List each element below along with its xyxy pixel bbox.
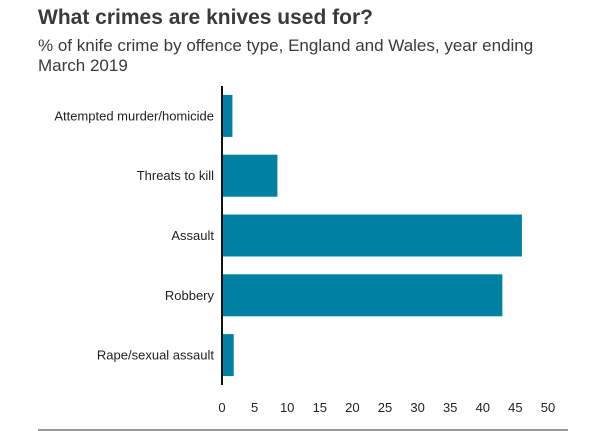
x-tick-label: 15	[313, 400, 327, 415]
x-tick-label: 25	[378, 400, 392, 415]
bar-threats-to-kill	[222, 154, 278, 197]
category-label: Rape/sexual assault	[97, 348, 214, 363]
category-label: Threats to kill	[137, 168, 214, 183]
x-tick-label: 45	[508, 400, 522, 415]
x-tick-label: 20	[345, 400, 359, 415]
category-label: Robbery	[165, 288, 215, 303]
x-tick-label: 40	[476, 400, 490, 415]
category-label: Assault	[171, 228, 214, 243]
x-tick-labels-layer: 0 5 10 15 20 25 30 35 40 45 50	[218, 400, 555, 415]
chart-title: What crimes are knives used for?	[38, 6, 373, 29]
bars-layer	[222, 94, 522, 377]
x-tick-label: 0	[218, 400, 225, 415]
category-labels-layer: Attempted murder/homicide Threats to kill…	[54, 108, 214, 362]
x-tick-label: 50	[541, 400, 555, 415]
x-tick-label: 5	[251, 400, 258, 415]
x-tick-label: 30	[410, 400, 424, 415]
category-label: Attempted murder/homicide	[54, 108, 214, 123]
chart-subtitle: % of knife crime by offence type, Englan…	[38, 36, 534, 75]
bar-attempted-murder-homicide	[222, 94, 233, 137]
x-tick-label: 35	[443, 400, 457, 415]
bar-rape-sexual-assault	[222, 334, 234, 377]
x-tick-label: 10	[280, 400, 294, 415]
bar-robbery	[222, 274, 503, 317]
bar-assault	[222, 214, 522, 257]
